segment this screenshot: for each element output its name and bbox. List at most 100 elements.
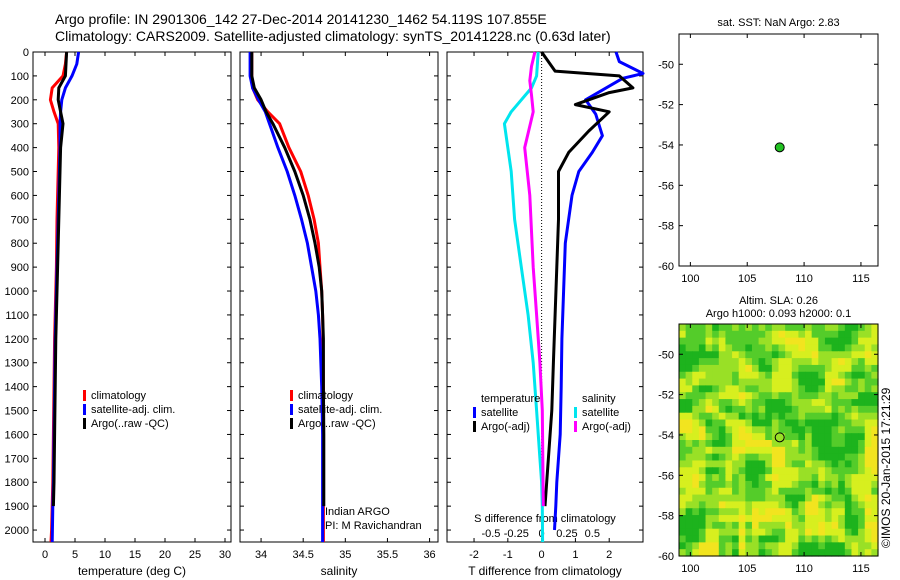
sla-cell — [712, 446, 720, 455]
sla-cell — [811, 392, 819, 400]
sla-cell — [745, 487, 753, 496]
sla-cell — [765, 385, 773, 393]
sla-cell — [751, 330, 760, 339]
sla-cell — [725, 385, 733, 393]
sla-cell — [738, 358, 746, 366]
sla-cell — [798, 528, 806, 537]
sla-cell — [818, 351, 826, 359]
sla-cell — [785, 405, 793, 414]
difference-legend-label: temperature — [481, 393, 540, 405]
sla-cell — [698, 460, 707, 468]
sla-cell — [712, 535, 720, 543]
sla-cell — [824, 419, 833, 427]
sla-cell — [765, 528, 773, 537]
sla-cell — [824, 542, 833, 550]
sla-cell — [685, 535, 693, 543]
sla-cell — [858, 446, 866, 455]
sla-cell — [858, 515, 866, 523]
sla-cell — [778, 535, 786, 543]
sla-cell — [824, 399, 833, 407]
sla-cell — [838, 392, 846, 400]
sla-cell — [679, 337, 687, 346]
sla-cell — [864, 440, 872, 448]
depth-tick-label: 800 — [11, 238, 29, 250]
sla-cell — [745, 474, 753, 482]
sla-cell — [751, 351, 760, 359]
sla-cell — [712, 392, 720, 400]
sla-cell — [771, 371, 780, 380]
sla-cell — [692, 494, 700, 503]
sla-cell — [864, 364, 872, 373]
sla-cell — [785, 542, 793, 550]
sla-cell — [718, 344, 727, 352]
sla-cell — [858, 494, 866, 503]
sla-cell — [838, 467, 846, 475]
sla-map-frame — [678, 323, 879, 557]
sla-cell — [864, 446, 872, 455]
sla-cell — [751, 480, 760, 489]
sla-cell — [771, 385, 780, 393]
difference-top-tick-label: 0.25 — [556, 528, 577, 540]
sla-cell — [751, 405, 760, 414]
sla-cell — [738, 528, 746, 537]
temperature-xtick-label: 0 — [42, 549, 48, 561]
sla-cell — [844, 330, 853, 339]
sla-cell — [685, 528, 693, 537]
sla-cell — [791, 487, 799, 496]
depth-tick-label: 200 — [11, 95, 29, 107]
sla-cell — [831, 385, 839, 393]
sla-cell — [818, 371, 826, 380]
sla-cell — [732, 378, 740, 387]
sla-cell — [771, 337, 780, 346]
sla-cell — [679, 508, 687, 516]
sla-cell — [778, 405, 786, 414]
sla-cell — [778, 324, 786, 332]
sla-cell — [679, 460, 687, 468]
sla-cell — [838, 351, 846, 359]
sla-cell — [805, 528, 813, 537]
figure-title-line2: Climatology: CARS2009. Satellite-adjuste… — [55, 28, 611, 44]
sla-cell — [698, 330, 707, 339]
sla-cell — [725, 528, 733, 537]
sla-cell — [798, 324, 806, 332]
sla-cell — [725, 480, 733, 489]
difference-xtick-label: -1 — [503, 549, 513, 561]
sla-cell — [851, 433, 859, 441]
sla-cell — [851, 440, 859, 448]
sla-cell — [679, 453, 687, 462]
temperature-legend-swatch — [83, 418, 86, 429]
sla-cell — [692, 515, 700, 523]
sla-cell — [738, 460, 746, 468]
sla-cell — [705, 460, 713, 468]
sla-cell — [765, 494, 773, 503]
sla-cell — [778, 508, 786, 516]
depth-tick-label: 1800 — [5, 477, 29, 489]
sla-cell — [758, 535, 766, 543]
sla-cell — [758, 364, 766, 373]
sla-cell — [838, 542, 846, 550]
sla-cell — [791, 501, 799, 509]
sla-cell — [791, 446, 799, 455]
sla-cell — [771, 344, 780, 352]
sla-cell — [785, 419, 793, 427]
sla-cell — [685, 453, 693, 462]
sla-cell — [785, 344, 793, 352]
sla-cell — [685, 549, 693, 557]
sla-cell — [751, 474, 760, 482]
sla-cell — [679, 405, 687, 414]
sla-cell — [824, 337, 833, 346]
sla-cell — [679, 412, 687, 421]
sla-cell — [745, 330, 753, 339]
sla-cell — [798, 399, 806, 407]
sst-map-ytick-label: -56 — [658, 180, 674, 192]
sla-cell — [785, 324, 793, 332]
sla-cell — [851, 467, 859, 475]
sla-cell — [871, 453, 879, 462]
sla-cell — [824, 324, 833, 332]
sla-cell — [712, 405, 720, 414]
sla-cell — [705, 405, 713, 414]
sla-cell — [718, 324, 727, 332]
sla-cell — [751, 508, 760, 516]
sla-cell — [712, 426, 720, 434]
temperature-legend-swatch — [83, 404, 86, 415]
